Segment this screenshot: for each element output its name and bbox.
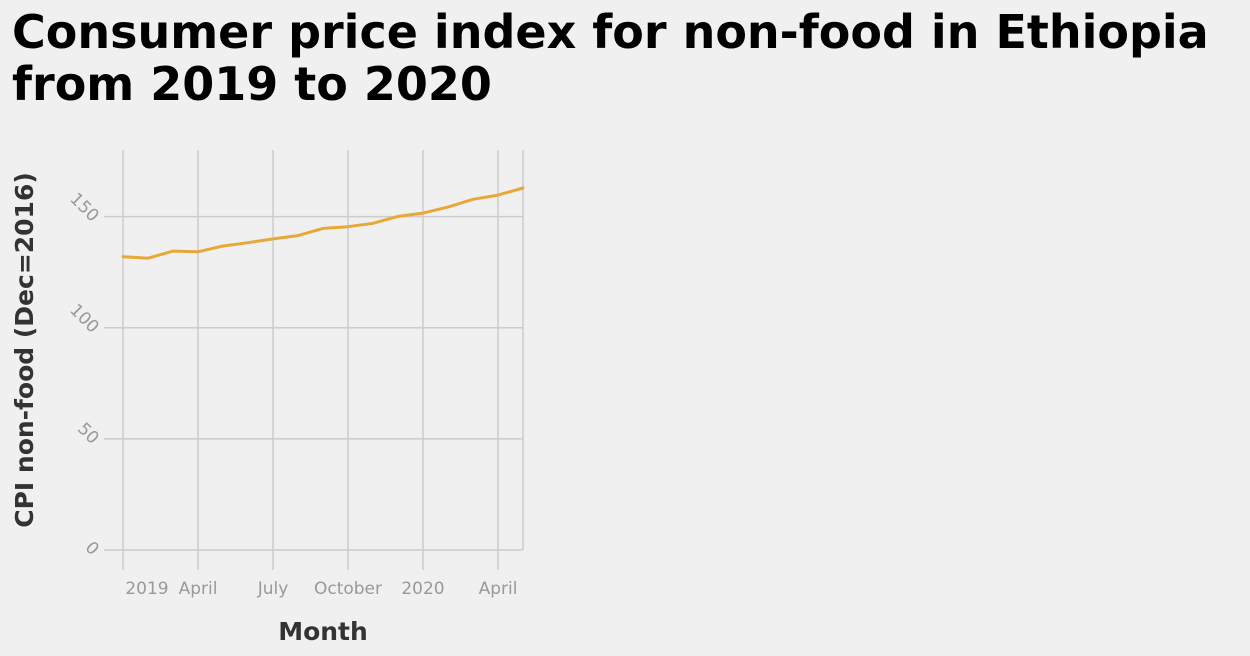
y-axis-title: CPI non-food (Dec=2016): [10, 172, 39, 528]
chart-title: Consumer price index for non-food in Eth…: [12, 5, 1209, 111]
y-tick-label: 50: [73, 419, 102, 448]
x-tick-label: April: [179, 579, 218, 599]
y-tick-labels: 0 50 100 150: [66, 189, 103, 559]
y-tick-label: 100: [66, 300, 103, 337]
series-line: [121, 186, 525, 260]
series-lines: [121, 186, 525, 260]
x-tick-label: October: [314, 579, 382, 599]
x-tick-label: 2019: [125, 579, 168, 599]
x-axis-title: Month: [278, 617, 368, 646]
x-tick-label: 2020: [401, 579, 444, 599]
x-tick-label: July: [257, 579, 289, 599]
x-tick-labels: 2019 April July October 2020 April: [125, 579, 517, 599]
x-tick-label: April: [479, 579, 518, 599]
y-tick-label: 150: [66, 189, 103, 226]
grid: [104, 150, 524, 570]
y-tick-label: 0: [81, 538, 103, 560]
